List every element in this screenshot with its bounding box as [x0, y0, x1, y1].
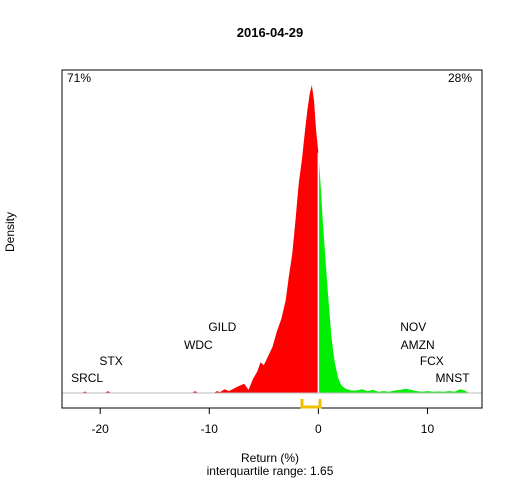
ticker-label-srcl: SRCL [71, 371, 103, 385]
x-tick-label: 0 [315, 422, 322, 436]
negative-share-label: 71% [67, 71, 91, 85]
x-tick-label: -10 [201, 422, 219, 436]
ticker-label-mnst: MNST [436, 371, 471, 385]
ticker-label-gild: GILD [208, 320, 236, 334]
chart-title: 2016-04-29 [237, 25, 304, 40]
iqr-bracket [300, 399, 322, 409]
ticker-label-fcx: FCX [420, 354, 444, 368]
iqr-label: interquartile range: 1.65 [207, 464, 334, 478]
ticker-label-wdc: WDC [184, 338, 213, 352]
ticker-label-nov: NOV [400, 320, 426, 334]
negative-density-area [67, 85, 319, 393]
plot-frame [61, 69, 483, 409]
y-axis-label: Density [3, 212, 17, 252]
x-tick-label: 10 [421, 422, 435, 436]
density-plot [62, 85, 482, 394]
x-tick-label: -20 [92, 422, 110, 436]
ticker-label-stx: STX [99, 354, 122, 368]
ticker-labels: SRCL STX WDC GILD NOV AMZN FCX MNST [71, 320, 470, 385]
ticker-label-amzn: AMZN [401, 338, 435, 352]
x-axis: -20 -10 0 10 [61, 69, 483, 436]
positive-share-label: 28% [448, 71, 472, 85]
x-axis-label: Return (%) [241, 451, 299, 465]
positive-density-area [318, 152, 477, 393]
